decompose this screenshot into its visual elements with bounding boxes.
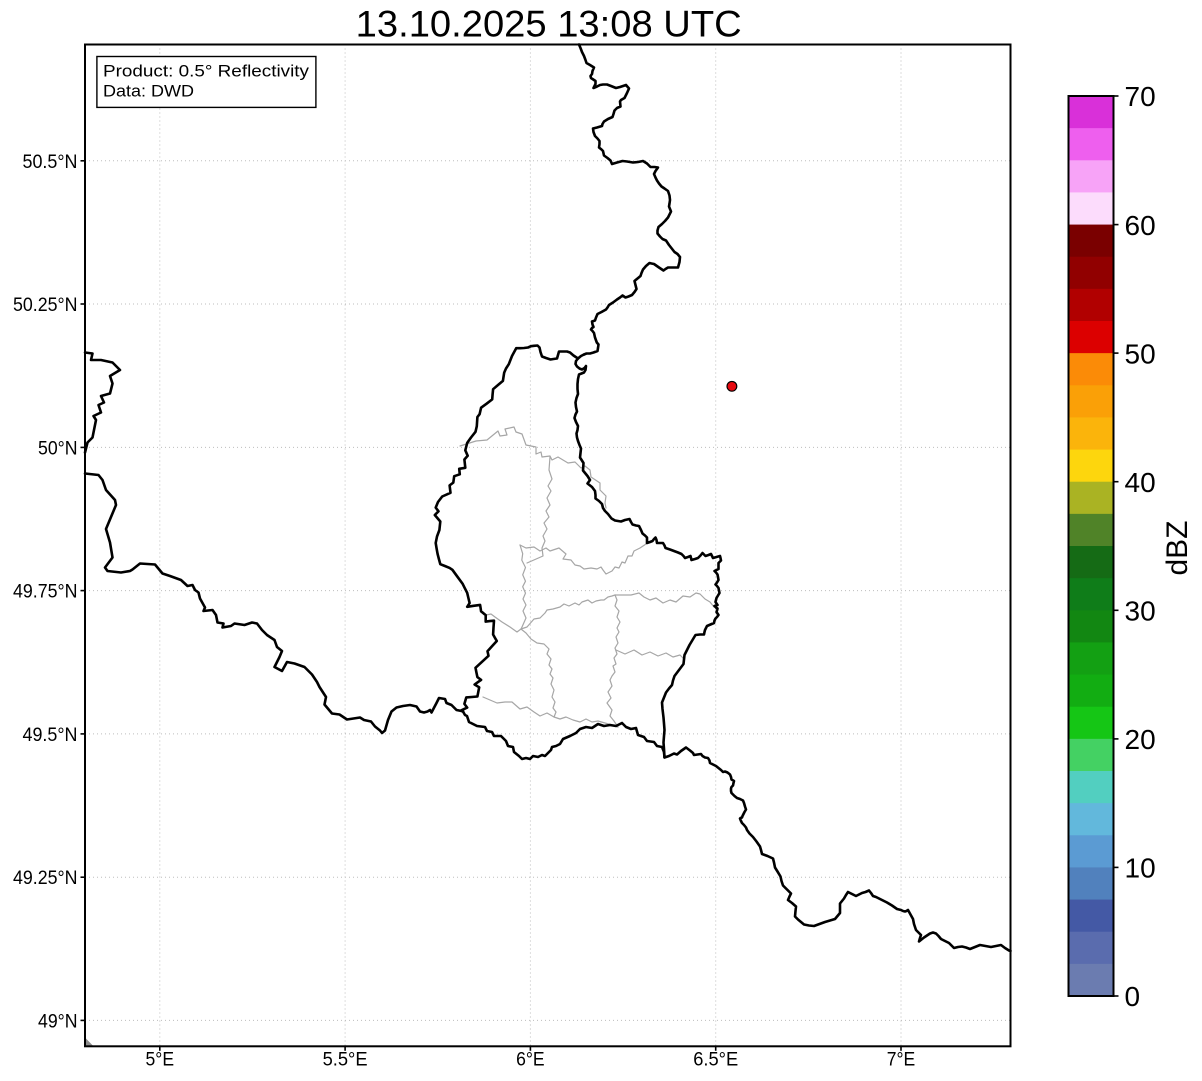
svg-text:Product: 0.5° Reflectivity: Product: 0.5° Reflectivity xyxy=(103,62,310,81)
svg-text:30: 30 xyxy=(1125,596,1156,627)
svg-text:6.5°E: 6.5°E xyxy=(693,1049,738,1071)
svg-text:0: 0 xyxy=(1125,981,1141,1012)
svg-text:Data: DWD: Data: DWD xyxy=(103,81,194,100)
svg-text:dBZ: dBZ xyxy=(1161,520,1194,575)
svg-text:50.5°N: 50.5°N xyxy=(23,151,78,173)
svg-text:5°E: 5°E xyxy=(146,1049,175,1071)
svg-text:49.5°N: 49.5°N xyxy=(23,724,78,746)
svg-text:10: 10 xyxy=(1125,853,1156,884)
svg-text:50: 50 xyxy=(1125,338,1156,369)
svg-text:49.25°N: 49.25°N xyxy=(13,867,78,889)
svg-text:13.10.2025 13:08 UTC: 13.10.2025 13:08 UTC xyxy=(356,4,742,45)
svg-text:49.75°N: 49.75°N xyxy=(13,581,78,603)
svg-text:70: 70 xyxy=(1125,81,1156,112)
svg-text:6°E: 6°E xyxy=(516,1049,545,1071)
svg-text:5.5°E: 5.5°E xyxy=(323,1049,368,1071)
svg-text:40: 40 xyxy=(1125,467,1156,498)
svg-text:7°E: 7°E xyxy=(887,1049,916,1071)
svg-text:20: 20 xyxy=(1125,724,1156,755)
svg-text:49°N: 49°N xyxy=(38,1010,78,1032)
svg-text:50°N: 50°N xyxy=(38,437,78,459)
svg-text:50.25°N: 50.25°N xyxy=(13,294,78,316)
svg-text:60: 60 xyxy=(1125,210,1156,241)
